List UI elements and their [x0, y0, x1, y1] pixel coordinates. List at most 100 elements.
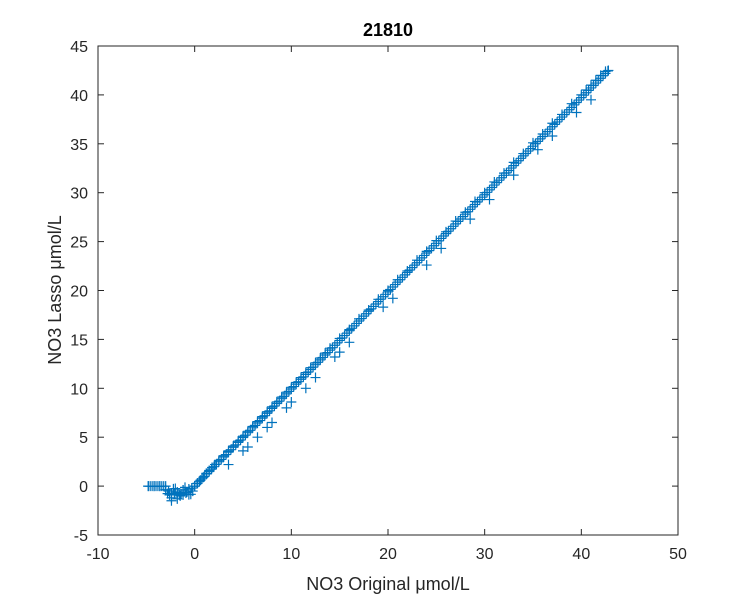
- plus-marker: [390, 279, 401, 290]
- plus-marker: [344, 325, 355, 336]
- plus-marker: [532, 136, 543, 147]
- plus-marker: [559, 109, 570, 120]
- plus-marker: [375, 294, 386, 305]
- plus-marker: [484, 184, 495, 195]
- marker-layer: [143, 65, 614, 506]
- plus-marker: [238, 432, 248, 443]
- plus-marker: [274, 396, 285, 407]
- plus-marker: [192, 478, 203, 489]
- plus-marker: [361, 308, 372, 319]
- plus-marker: [412, 257, 422, 268]
- plus-marker: [310, 372, 321, 383]
- plus-marker: [250, 420, 261, 431]
- plus-marker: [339, 330, 350, 341]
- plus-marker: [491, 177, 502, 188]
- plus-marker: [530, 138, 541, 149]
- plus-marker: [399, 269, 410, 280]
- plus-marker: [354, 316, 364, 327]
- plus-marker: [225, 444, 236, 455]
- plus-marker: [523, 146, 534, 157]
- data-point: [252, 432, 263, 443]
- plus-marker: [501, 167, 512, 178]
- plus-marker: [329, 352, 340, 363]
- data-point: [300, 383, 311, 394]
- plus-marker: [233, 437, 244, 448]
- plus-marker: [465, 214, 476, 225]
- plus-marker: [218, 451, 229, 462]
- y-tick-label: 30: [70, 186, 88, 203]
- plus-marker: [436, 243, 447, 254]
- data-point: [586, 94, 596, 105]
- data-point: [465, 214, 476, 225]
- plus-marker: [586, 94, 596, 105]
- plus-marker: [588, 80, 599, 91]
- plus-marker: [262, 422, 273, 433]
- plus-marker: [578, 90, 589, 101]
- plus-marker: [448, 221, 459, 232]
- plus-marker: [303, 366, 314, 377]
- plus-marker: [216, 454, 227, 465]
- plus-marker: [286, 396, 297, 407]
- plus-marker: [602, 65, 613, 76]
- plus-marker: [296, 374, 306, 385]
- plus-marker: [494, 175, 505, 186]
- plus-marker: [300, 369, 311, 380]
- chart-title: 21810: [363, 20, 413, 40]
- data-point: [387, 293, 398, 304]
- plus-marker: [445, 223, 456, 234]
- plus-marker: [506, 163, 517, 174]
- plus-marker: [515, 153, 526, 164]
- y-tick-label: 45: [70, 39, 88, 56]
- plus-marker: [450, 218, 461, 229]
- plus-marker: [409, 260, 420, 271]
- plus-marker: [288, 381, 299, 392]
- data-point: [286, 396, 297, 407]
- plus-marker: [300, 383, 311, 394]
- x-tick-label: 20: [379, 546, 397, 563]
- plus-marker: [293, 376, 304, 387]
- plus-marker: [571, 107, 582, 118]
- plus-marker: [421, 248, 432, 259]
- plus-marker: [419, 250, 430, 261]
- plus-marker: [472, 197, 483, 208]
- y-tick-label: 20: [70, 284, 88, 301]
- plus-marker: [204, 466, 215, 477]
- plus-marker: [366, 303, 377, 314]
- plus-marker: [414, 255, 425, 266]
- plus-marker: [380, 289, 391, 300]
- plus-marker: [242, 427, 253, 438]
- data-point: [378, 302, 389, 313]
- plus-marker: [421, 260, 432, 271]
- data-point: [508, 170, 519, 181]
- plus-marker: [549, 119, 560, 130]
- plus-marker: [433, 235, 444, 246]
- plus-marker: [337, 332, 348, 343]
- plus-marker: [245, 425, 256, 436]
- plus-marker: [598, 70, 609, 81]
- data-point: [262, 422, 273, 433]
- plus-marker: [221, 449, 232, 460]
- plus-marker: [479, 189, 490, 200]
- data-point: [547, 130, 558, 141]
- y-tick-label: 15: [70, 332, 88, 349]
- plus-marker: [397, 272, 408, 283]
- plus-marker: [547, 130, 558, 141]
- plus-marker: [286, 383, 297, 394]
- plus-marker: [457, 211, 468, 222]
- plus-marker: [298, 371, 309, 382]
- plus-marker: [334, 335, 345, 346]
- plus-marker: [595, 73, 606, 84]
- plus-marker: [230, 439, 241, 450]
- plus-marker: [557, 112, 567, 123]
- plus-marker: [346, 323, 357, 334]
- plus-marker: [281, 388, 292, 399]
- plus-marker: [407, 262, 418, 273]
- plus-marker: [189, 481, 200, 492]
- plus-marker: [283, 386, 294, 397]
- plus-marker: [235, 434, 246, 445]
- plus-marker: [344, 337, 355, 348]
- plus-marker: [566, 102, 577, 113]
- plus-marker: [259, 410, 270, 421]
- plus-marker: [395, 274, 406, 285]
- plus-marker: [317, 352, 328, 363]
